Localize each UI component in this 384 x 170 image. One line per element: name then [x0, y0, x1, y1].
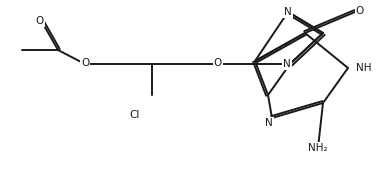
- Text: O: O: [356, 6, 364, 16]
- Text: Cl: Cl: [130, 110, 140, 120]
- Text: O: O: [81, 58, 89, 68]
- Text: N: N: [284, 7, 292, 17]
- Text: N: N: [265, 118, 273, 128]
- Text: O: O: [214, 58, 222, 68]
- Text: O: O: [36, 16, 44, 26]
- Text: N: N: [283, 59, 291, 69]
- Text: NH₂: NH₂: [308, 143, 328, 153]
- Text: NH: NH: [356, 63, 371, 73]
